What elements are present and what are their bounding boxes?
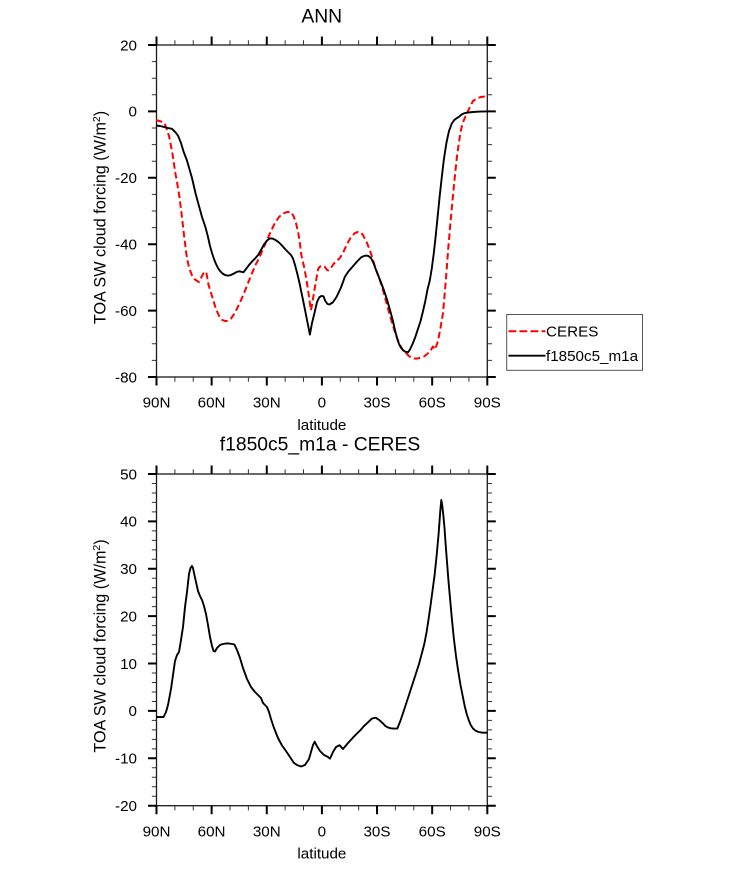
svg-text:f1850c5_m1a: f1850c5_m1a (546, 348, 639, 365)
svg-text:30N: 30N (253, 823, 281, 840)
svg-text:TOA SW cloud forcing (W/m2): TOA SW cloud forcing (W/m2) (91, 111, 109, 324)
svg-text:0: 0 (129, 703, 137, 720)
svg-text:90N: 90N (143, 823, 171, 840)
svg-text:60S: 60S (419, 823, 446, 840)
svg-text:20: 20 (120, 609, 137, 626)
svg-text:-20: -20 (115, 170, 137, 187)
svg-text:40: 40 (120, 514, 137, 531)
svg-text:60N: 60N (198, 823, 226, 840)
svg-text:20: 20 (120, 37, 137, 54)
svg-text:30: 30 (120, 561, 137, 578)
svg-text:0: 0 (318, 395, 326, 412)
svg-text:90N: 90N (143, 395, 171, 412)
svg-text:0: 0 (318, 823, 326, 840)
svg-text:30S: 30S (363, 395, 390, 412)
svg-text:60N: 60N (198, 395, 226, 412)
svg-text:50: 50 (120, 466, 137, 483)
svg-text:ANN: ANN (301, 7, 342, 28)
svg-text:90S: 90S (474, 823, 501, 840)
svg-text:-10: -10 (115, 751, 137, 768)
svg-text:90S: 90S (474, 395, 501, 412)
svg-text:f1850c5_m1a - CERES: f1850c5_m1a - CERES (220, 434, 420, 455)
svg-text:30S: 30S (363, 823, 390, 840)
svg-text:-80: -80 (115, 369, 137, 386)
svg-text:-40: -40 (115, 237, 137, 254)
svg-text:-20: -20 (115, 798, 137, 815)
svg-text:30N: 30N (253, 395, 281, 412)
svg-text:0: 0 (129, 104, 137, 121)
svg-text:60S: 60S (419, 395, 446, 412)
svg-text:CERES: CERES (546, 324, 598, 341)
svg-text:latitude: latitude (297, 417, 346, 434)
svg-text:10: 10 (120, 656, 137, 673)
svg-text:TOA SW cloud forcing (W/m2): TOA SW cloud forcing (W/m2) (91, 539, 109, 752)
svg-text:latitude: latitude (297, 845, 346, 862)
svg-text:-60: -60 (115, 303, 137, 320)
